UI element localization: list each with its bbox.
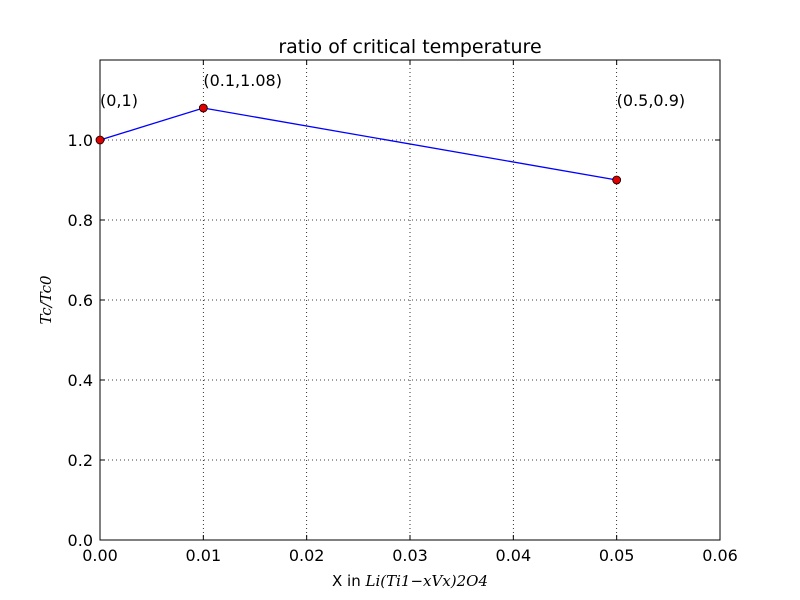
series-line: [99, 107, 617, 181]
data-point: [612, 175, 622, 185]
series-layer: [95, 103, 622, 185]
y-tick-label: 0.8: [68, 211, 93, 230]
x-tick-label: 0.05: [599, 546, 635, 565]
point-annotation: (0.1,1.08): [203, 71, 282, 90]
x-axis-label: X in Li(Ti1−xVx)2O4: [332, 572, 488, 590]
x-tick-label: 0.02: [289, 546, 325, 565]
x-tick-label: 0.00: [82, 546, 118, 565]
y-tick-label: 0.6: [68, 291, 93, 310]
x-tick-label: 0.01: [186, 546, 222, 565]
data-point: [95, 135, 105, 145]
x-axis-label-prefix: X in: [332, 572, 366, 590]
point-annotation: (0.5,0.9): [617, 91, 685, 110]
y-tick-label: 0.2: [68, 451, 93, 470]
data-point: [198, 103, 208, 113]
grid-layer: [100, 60, 720, 540]
x-tick-label: 0.03: [392, 546, 428, 565]
x-axis-label-math: Li(Ti1−xVx)2O4: [364, 572, 488, 590]
point-annotation: (0,1): [100, 91, 138, 110]
ticks-layer: 0.00 0.01 0.02 0.03 0.04 0.05 0.06 0.0 0.2 0.4 0.6…: [68, 60, 738, 565]
x-tick-label: 0.04: [496, 546, 532, 565]
chart-title: ratio of critical temperature: [278, 36, 541, 58]
annotation-layer: (0,1) (0.1,1.08) (0.5,0.9): [100, 71, 685, 110]
y-tick-label: 0.0: [68, 531, 93, 550]
y-tick-label: 1.0: [68, 131, 93, 150]
y-axis-label: Tc/Tc0: [37, 275, 55, 325]
x-tick-label: 0.06: [702, 546, 738, 565]
y-tick-label: 0.4: [68, 371, 93, 390]
